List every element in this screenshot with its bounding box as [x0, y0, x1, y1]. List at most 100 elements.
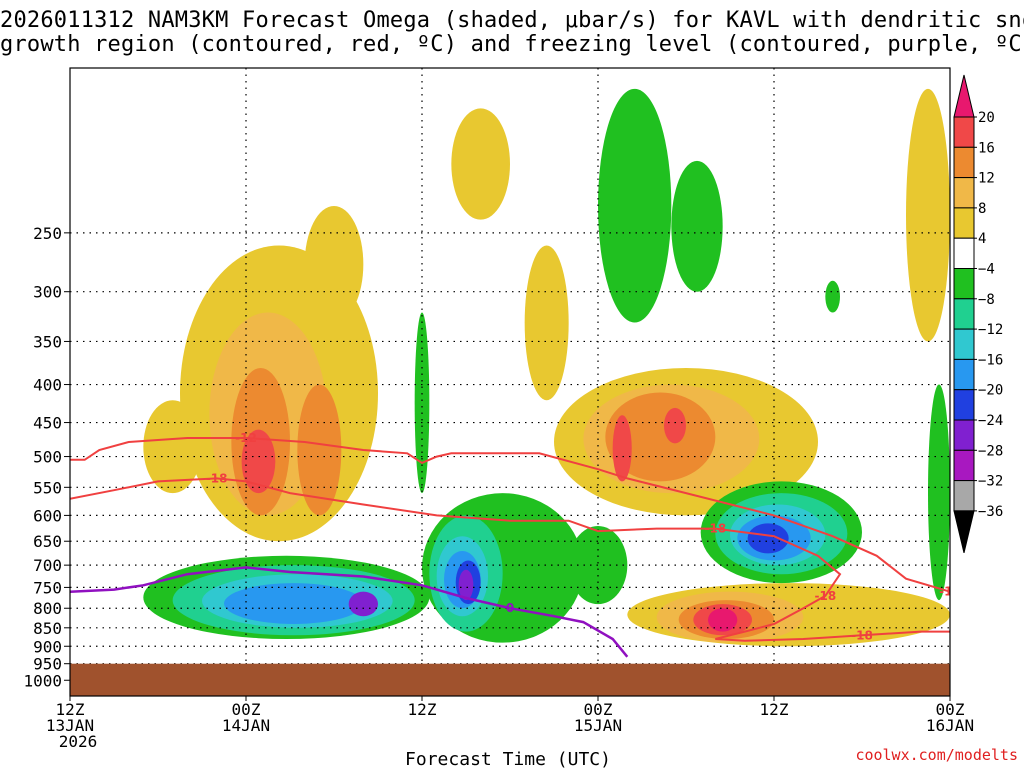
upper-dgz-bound-contour — [70, 437, 950, 593]
colorbar-bin-3 — [953, 177, 975, 209]
plot-frame — [69, 67, 951, 697]
colorbar-bin-13 — [953, 480, 975, 512]
y-tick-label-350: 350 — [33, 332, 62, 351]
colorbar-label-1: 16 — [978, 140, 995, 156]
colorbar-label-2: 12 — [978, 171, 995, 187]
colorbar-bin-9 — [953, 358, 975, 391]
lower-dgz-bound-label-3: -18 — [851, 628, 873, 642]
colorbar-max-arrow — [953, 74, 975, 118]
upper-dgz-bound-label-0: -12 — [235, 431, 257, 445]
y-tick-label-400: 400 — [33, 376, 62, 395]
colorbar-label-4: 4 — [978, 231, 986, 247]
x-tick-label-h0-3: 2026 — [59, 732, 98, 751]
omega-colorbar: 20 16 12 8 4 −4 −8 −12 −16 −20 −24 −28 −32 −36 — [953, 74, 1003, 554]
colorbar-bin-2 — [953, 146, 975, 179]
descent-blue-14jan — [224, 583, 364, 624]
y-tick-label-500: 500 — [33, 448, 62, 467]
freezing-level-label-0: 0 — [506, 601, 514, 615]
colorbar-label-10: −24 — [978, 413, 1003, 429]
y-tick-label-950: 950 — [33, 655, 62, 674]
y-tick-label-850: 850 — [33, 619, 62, 638]
colorbar-label-0: 20 — [978, 110, 995, 126]
x-tick-label-h24-1: 12Z — [408, 700, 437, 719]
x-tick-label-h48-1: 12Z — [760, 700, 789, 719]
colorbar-label-7: −12 — [978, 322, 1003, 338]
colorbar-label-3: 8 — [978, 201, 986, 217]
colorbar-bin-8 — [953, 328, 975, 360]
descent-upper-15jan — [598, 88, 672, 323]
y-tick-label-300: 300 — [33, 283, 62, 302]
x-tick-label-h0-1: 12Z — [56, 700, 85, 719]
upper-dgz-bound-label-1: -12 — [939, 585, 961, 599]
y-tick-label-900: 900 — [33, 637, 62, 656]
descent-area-15jan-early — [568, 525, 628, 605]
omega-shading-layer — [143, 88, 950, 647]
updraft-red-core-14jan — [241, 429, 276, 494]
lower-dgz-bound-label-1: -18 — [704, 522, 726, 536]
colorbar-bin-4 — [953, 207, 975, 239]
updraft-orange-core-15jan — [605, 392, 716, 482]
x-tick-label-h12-2: 14JAN — [222, 716, 270, 735]
contour-layer: -12 -12 -18 -18 -18 -18 0 — [70, 431, 961, 658]
descent-core-14jan-pm — [458, 569, 474, 601]
x-tick-label-h12-1: 00Z — [232, 700, 261, 719]
updraft-area-upper-16jan — [906, 88, 950, 342]
chart-title-line-2: growth region (contoured, red, ºC) and f… — [0, 32, 1024, 57]
y-tick-label-1000: 1000 — [23, 671, 62, 690]
x-tick-label-h60-2: 16JAN — [926, 716, 974, 735]
y-tick-label-600: 600 — [33, 506, 62, 525]
colorbar-label-9: −20 — [978, 383, 1003, 399]
terrain-ground — [70, 663, 950, 696]
source-credit: coolwx.com/modelts — [855, 746, 1018, 764]
colorbar-label-11: −28 — [978, 443, 1003, 459]
y-tick-label-700: 700 — [33, 556, 62, 575]
updraft-strip-14jan — [524, 245, 569, 401]
colorbar-bin-10 — [953, 389, 975, 421]
colorbar-label-8: −16 — [978, 352, 1003, 368]
descent-column-14jan — [414, 312, 430, 494]
colorbar-bin-5 — [953, 237, 975, 269]
colorbar-bin-6 — [953, 268, 975, 300]
lower-dgz-bound-label-2: -18 — [814, 589, 836, 603]
descent-area-16jan — [928, 384, 950, 601]
colorbar-label-12: −32 — [978, 474, 1003, 490]
x-tick-label-h60-1: 00Z — [936, 700, 965, 719]
pressure-axis: 2503003504004505005506006507007508008509… — [23, 224, 70, 690]
colorbar-bin-12 — [953, 449, 975, 482]
grid-layer — [70, 68, 950, 696]
lower-dgz-bound-label-0: -18 — [206, 471, 228, 485]
updraft-area-14jan-top — [304, 205, 364, 323]
y-tick-label-550: 550 — [33, 478, 62, 497]
lower-dgz-bound-contour — [70, 477, 950, 642]
updraft-area-upper-14jan — [451, 108, 510, 220]
descent-upper-spot-15jan — [825, 280, 841, 313]
colorbar-bin-7 — [953, 298, 975, 330]
y-tick-label-650: 650 — [33, 532, 62, 551]
x-axis-title: Forecast Time (UTC) — [405, 749, 611, 768]
y-tick-label-800: 800 — [33, 599, 62, 618]
x-tick-label-h0-2: 13JAN — [46, 716, 94, 735]
x-tick-label-h36-2: 15JAN — [574, 716, 622, 735]
descent-purple-core-14jan — [348, 591, 379, 617]
descent-upper-lobe-15jan — [671, 160, 723, 292]
colorbar-label-13: −36 — [978, 504, 1003, 520]
colorbar-bin-1 — [953, 116, 975, 148]
updraft-lowlevel-max-15jan — [708, 608, 738, 632]
freezing-level-contour — [70, 566, 629, 658]
updraft-red-core-15jan — [612, 415, 632, 482]
updraft-orange-lobe-14jan — [297, 384, 342, 516]
y-tick-label-750: 750 — [33, 578, 62, 597]
updraft-area-14jan-west — [143, 400, 203, 494]
x-tick-label-h36-1: 00Z — [584, 700, 613, 719]
colorbar-min-arrow — [953, 510, 975, 554]
y-tick-label-250: 250 — [33, 224, 62, 243]
colorbar-label-6: −8 — [978, 292, 995, 308]
colorbar-bin-11 — [953, 419, 975, 451]
chart-title-line-1: 2026011312 NAM3KM Forecast Omega (shaded… — [0, 8, 1024, 33]
colorbar-label-5: −4 — [978, 262, 995, 278]
updraft-red-lobe-15jan — [664, 407, 686, 444]
descent-mid-core-15jan — [747, 523, 789, 554]
y-tick-label-450: 450 — [33, 414, 62, 433]
